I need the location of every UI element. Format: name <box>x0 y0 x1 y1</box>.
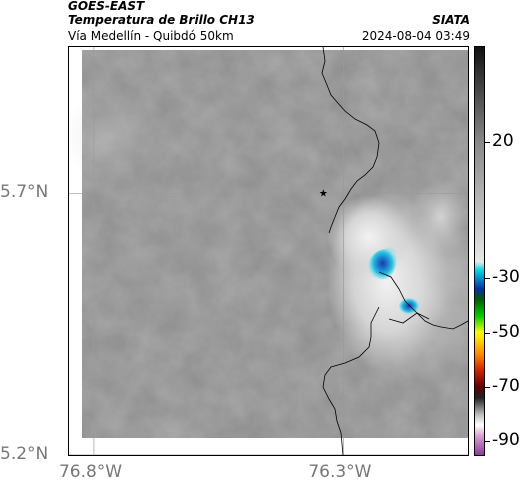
river-line <box>378 271 468 330</box>
colorbar-tick-label: -30 <box>492 267 520 288</box>
department-boundary <box>321 47 380 234</box>
boundary-east <box>388 312 430 324</box>
colorbar-tick <box>485 332 490 334</box>
product-title: Temperatura de Brillo CH13 <box>68 13 255 27</box>
colorbar-tick <box>485 142 490 144</box>
colorbar-tick-label: 20 <box>492 131 514 152</box>
longitude-tick-label: 76.8°W <box>58 462 123 482</box>
timestamp: 2024-08-04 03:49 <box>361 29 470 43</box>
data-area <box>69 50 468 438</box>
satellite-name: GOES-EAST <box>68 0 145 13</box>
colorbar-tick-label: -70 <box>492 376 520 396</box>
department-boundary-south <box>322 306 380 455</box>
cold-cloud-cell-1 <box>368 247 397 280</box>
colorbar-tick-label: -50 <box>492 321 520 342</box>
longitude-tick-label: 76.3°W <box>308 462 372 482</box>
location-marker: ★ <box>319 188 328 199</box>
colorbar-tick <box>485 278 490 280</box>
colorbar-tick-label: -90 <box>492 430 520 451</box>
region-label: Vía Medellín - Quibdó 50km <box>68 29 234 43</box>
latitude-tick-label: 5.7°N <box>0 182 49 203</box>
colorbar <box>474 46 485 456</box>
graticule <box>69 47 468 455</box>
colorbar-tick <box>485 441 490 443</box>
latitude-tick-label: 5.2°N <box>0 444 49 464</box>
colorbar-tick <box>485 387 490 388</box>
map-frame: ★ <box>68 46 469 456</box>
boundaries <box>321 47 468 455</box>
svg-text:★: ★ <box>319 188 328 199</box>
organization-name: SIATA <box>432 13 470 27</box>
brightness-temperature-map: ★ <box>69 47 468 455</box>
